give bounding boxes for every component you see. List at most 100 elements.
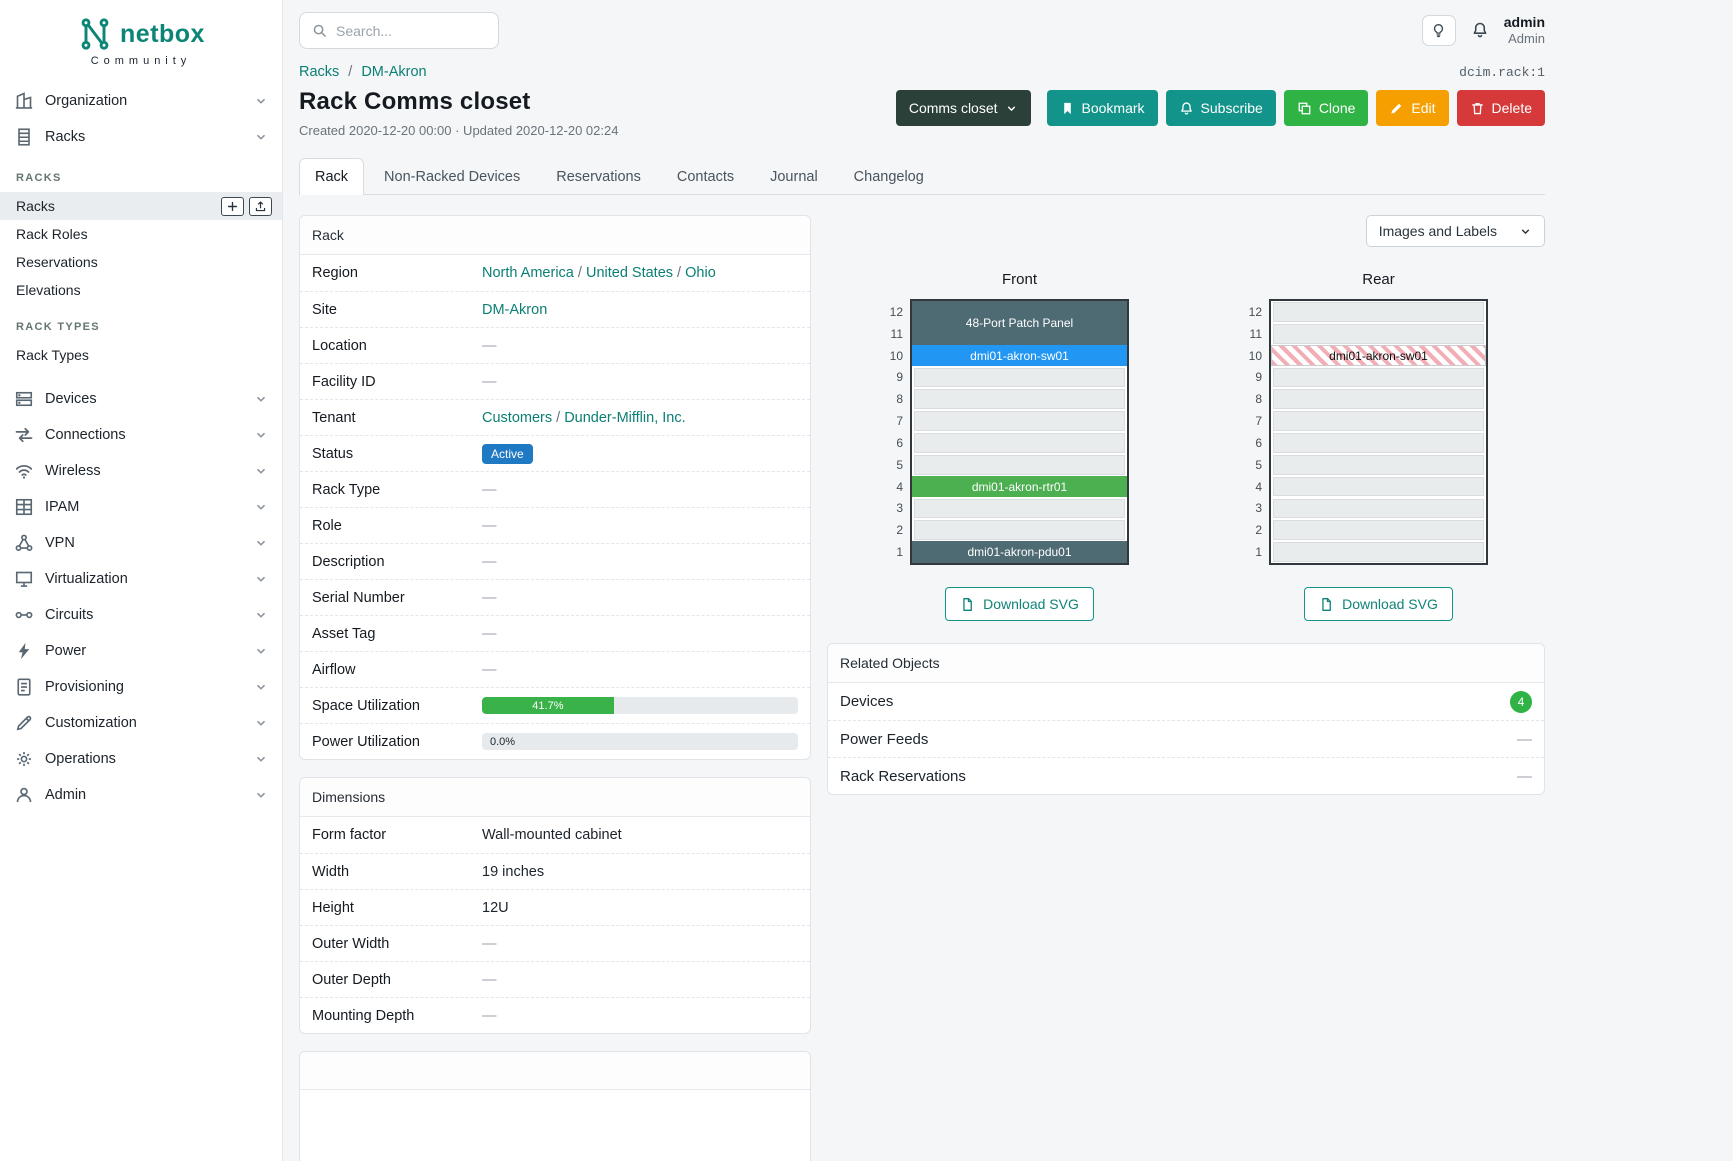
rack-device[interactable]: dmi01-akron-sw01	[1271, 344, 1486, 367]
unit-number: 7	[896, 414, 903, 429]
sidebar-item-ipam[interactable]: IPAM	[0, 489, 282, 525]
link-customers[interactable]: Customers	[482, 409, 553, 426]
rack-unit-empty[interactable]	[914, 454, 1125, 475]
devices-icon	[14, 389, 34, 409]
delete-button[interactable]: Delete	[1456, 90, 1545, 126]
related-row-rack-reservations[interactable]: Rack Reservations —	[828, 757, 1544, 794]
subscribe-button[interactable]: Subscribe	[1165, 90, 1276, 126]
sidebar-item-circuits[interactable]: Circuits	[0, 597, 282, 633]
field-label: Serial Number	[312, 589, 405, 606]
rack-elevations: Front 12 11 10 9 8 7 6 5 4 3 2 1 48-Port Patch Panel d…	[827, 271, 1545, 621]
unit-number: 7	[1255, 414, 1262, 429]
tab-reservations[interactable]: Reservations	[556, 169, 641, 185]
bookmark-button[interactable]: Bookmark	[1046, 90, 1158, 126]
link-united-states[interactable]: United States	[585, 265, 674, 281]
rack-unit-empty[interactable]	[1273, 411, 1484, 431]
comms-closet-button[interactable]: Comms closet	[895, 90, 1031, 126]
rack-unit-empty[interactable]	[1273, 542, 1484, 562]
rack-unit-empty[interactable]	[1273, 302, 1484, 322]
sidebar-item-devices[interactable]: Devices	[0, 381, 282, 417]
user-menu[interactable]: admin Admin	[1504, 14, 1545, 46]
bookmark-icon	[1060, 101, 1075, 116]
tab-journal[interactable]: Journal	[770, 169, 818, 185]
sidebar-item-vpn[interactable]: VPN	[0, 525, 282, 561]
sidebar-subitem-label: Rack Types	[16, 347, 89, 363]
rack-unit-empty[interactable]	[1273, 498, 1484, 519]
link-north-america[interactable]: North America	[482, 265, 574, 281]
related-row-devices[interactable]: Devices 4	[828, 683, 1544, 720]
import-button[interactable]	[249, 196, 272, 216]
sidebar-item-organization[interactable]: Organization	[0, 83, 282, 119]
rack-device[interactable]: dmi01-akron-sw01	[912, 344, 1127, 367]
field-label: Outer Depth	[312, 971, 391, 988]
unit-number: 1	[896, 545, 903, 560]
sidebar-subitem-racks[interactable]: Racks	[0, 192, 282, 220]
rack-device[interactable]: dmi01-akron-pdu01	[912, 541, 1127, 563]
plus-button[interactable]	[221, 196, 244, 216]
field-label: Height	[312, 899, 354, 916]
rack-unit-empty[interactable]	[914, 389, 1125, 410]
sidebar-item-label: Power	[45, 643, 87, 659]
link-ohio[interactable]: Ohio	[685, 265, 716, 281]
theme-toggle-button[interactable]	[1421, 14, 1456, 46]
sidebar-subitem-rack-types[interactable]: Rack Types	[0, 341, 282, 369]
unit-number: 11	[1249, 326, 1262, 341]
sidebar-item-operations[interactable]: Operations	[0, 741, 282, 777]
chevron-down-icon	[254, 464, 268, 478]
related-row-power-feeds[interactable]: Power Feeds —	[828, 720, 1544, 757]
breadcrumb-racks[interactable]: Racks	[299, 64, 340, 80]
link-dunder-mifflin-inc[interactable]: Dunder-Mifflin, Inc.	[564, 409, 686, 426]
sidebar-item-admin[interactable]: Admin	[0, 777, 282, 813]
sidebar-item-virtualization[interactable]: Virtualization	[0, 561, 282, 597]
rack-unit-empty[interactable]	[914, 433, 1125, 453]
rack-device[interactable]: dmi01-akron-rtr01	[912, 475, 1127, 498]
rack-unit-empty[interactable]	[1273, 433, 1484, 453]
rack-unit-empty[interactable]	[1273, 389, 1484, 410]
netbox-logo-icon	[77, 16, 113, 52]
sidebar-item-provisioning[interactable]: Provisioning	[0, 669, 282, 705]
link-dm-akron[interactable]: DM-Akron	[482, 301, 548, 318]
sidebar-item-wireless[interactable]: Wireless	[0, 453, 282, 489]
sidebar-bottom-items: Devices Connections Wireless IPAM VPN Virtual…	[0, 381, 282, 813]
breadcrumb-dm-akron[interactable]: DM-Akron	[339, 64, 426, 80]
rack-unit-empty[interactable]	[914, 520, 1125, 541]
chevron-down-icon	[1519, 225, 1532, 238]
unit-numbers: 12 11 10 9 8 7 6 5 4 3 2 1	[884, 299, 910, 565]
display-mode-select[interactable]: Images and Labels	[1365, 215, 1545, 247]
rack-unit-empty[interactable]	[1273, 323, 1484, 344]
clone-button[interactable]: Clone	[1283, 90, 1369, 126]
search-box[interactable]	[299, 12, 499, 49]
download-svg-button[interactable]: Download SVG	[945, 587, 1094, 621]
edit-button[interactable]: Edit	[1376, 90, 1449, 126]
sidebar-item-customization[interactable]: Customization	[0, 705, 282, 741]
brand[interactable]: netbox Community	[0, 14, 282, 83]
notifications-button[interactable]	[1471, 21, 1489, 39]
search-icon	[312, 23, 327, 38]
tab-changelog[interactable]: Changelog	[853, 169, 924, 185]
sidebar-item-power[interactable]: Power	[0, 633, 282, 669]
tab-non-racked-devices[interactable]: Non-Racked Devices	[384, 169, 521, 185]
tab-rack[interactable]: Rack	[299, 158, 365, 195]
sidebar-subitem-rack-roles[interactable]: Rack Roles	[0, 220, 282, 248]
sidebar-item-label: Virtualization	[45, 571, 128, 587]
sidebar-subitem-reservations[interactable]: Reservations	[0, 248, 282, 276]
sidebar-subitem-elevations[interactable]: Elevations	[0, 276, 282, 304]
info-row-power-utilization: Power Utilization 0.0%	[300, 723, 810, 759]
info-row-tenant: Tenant Customers / Dunder-Mifflin, Inc.	[300, 399, 810, 435]
rack-unit-empty[interactable]	[914, 367, 1125, 388]
rack-unit-empty[interactable]	[1273, 520, 1484, 541]
sidebar-item-racks[interactable]: Racks	[0, 119, 282, 155]
sidebar-item-connections[interactable]: Connections	[0, 417, 282, 453]
button-label: Edit	[1411, 100, 1436, 116]
search-input[interactable]	[336, 22, 486, 39]
rack-unit-empty[interactable]	[1273, 454, 1484, 475]
rack-frame: 48-Port Patch Panel dmi01-akron-sw01 dmi01…	[910, 299, 1129, 565]
chevron-down-icon	[254, 536, 268, 550]
rack-device[interactable]: 48-Port Patch Panel	[912, 301, 1127, 345]
rack-unit-empty[interactable]	[914, 498, 1125, 519]
tab-contacts[interactable]: Contacts	[676, 169, 735, 185]
rack-unit-empty[interactable]	[914, 411, 1125, 431]
download-svg-button[interactable]: Download SVG	[1304, 587, 1453, 621]
rack-unit-empty[interactable]	[1273, 367, 1484, 388]
rack-unit-empty[interactable]	[1273, 476, 1484, 497]
